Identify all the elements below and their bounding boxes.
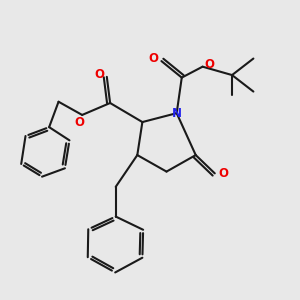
Text: O: O bbox=[95, 68, 105, 81]
Text: N: N bbox=[172, 107, 182, 120]
Text: O: O bbox=[218, 167, 228, 180]
Text: O: O bbox=[205, 58, 215, 71]
Text: O: O bbox=[74, 116, 84, 129]
Text: O: O bbox=[149, 52, 159, 65]
